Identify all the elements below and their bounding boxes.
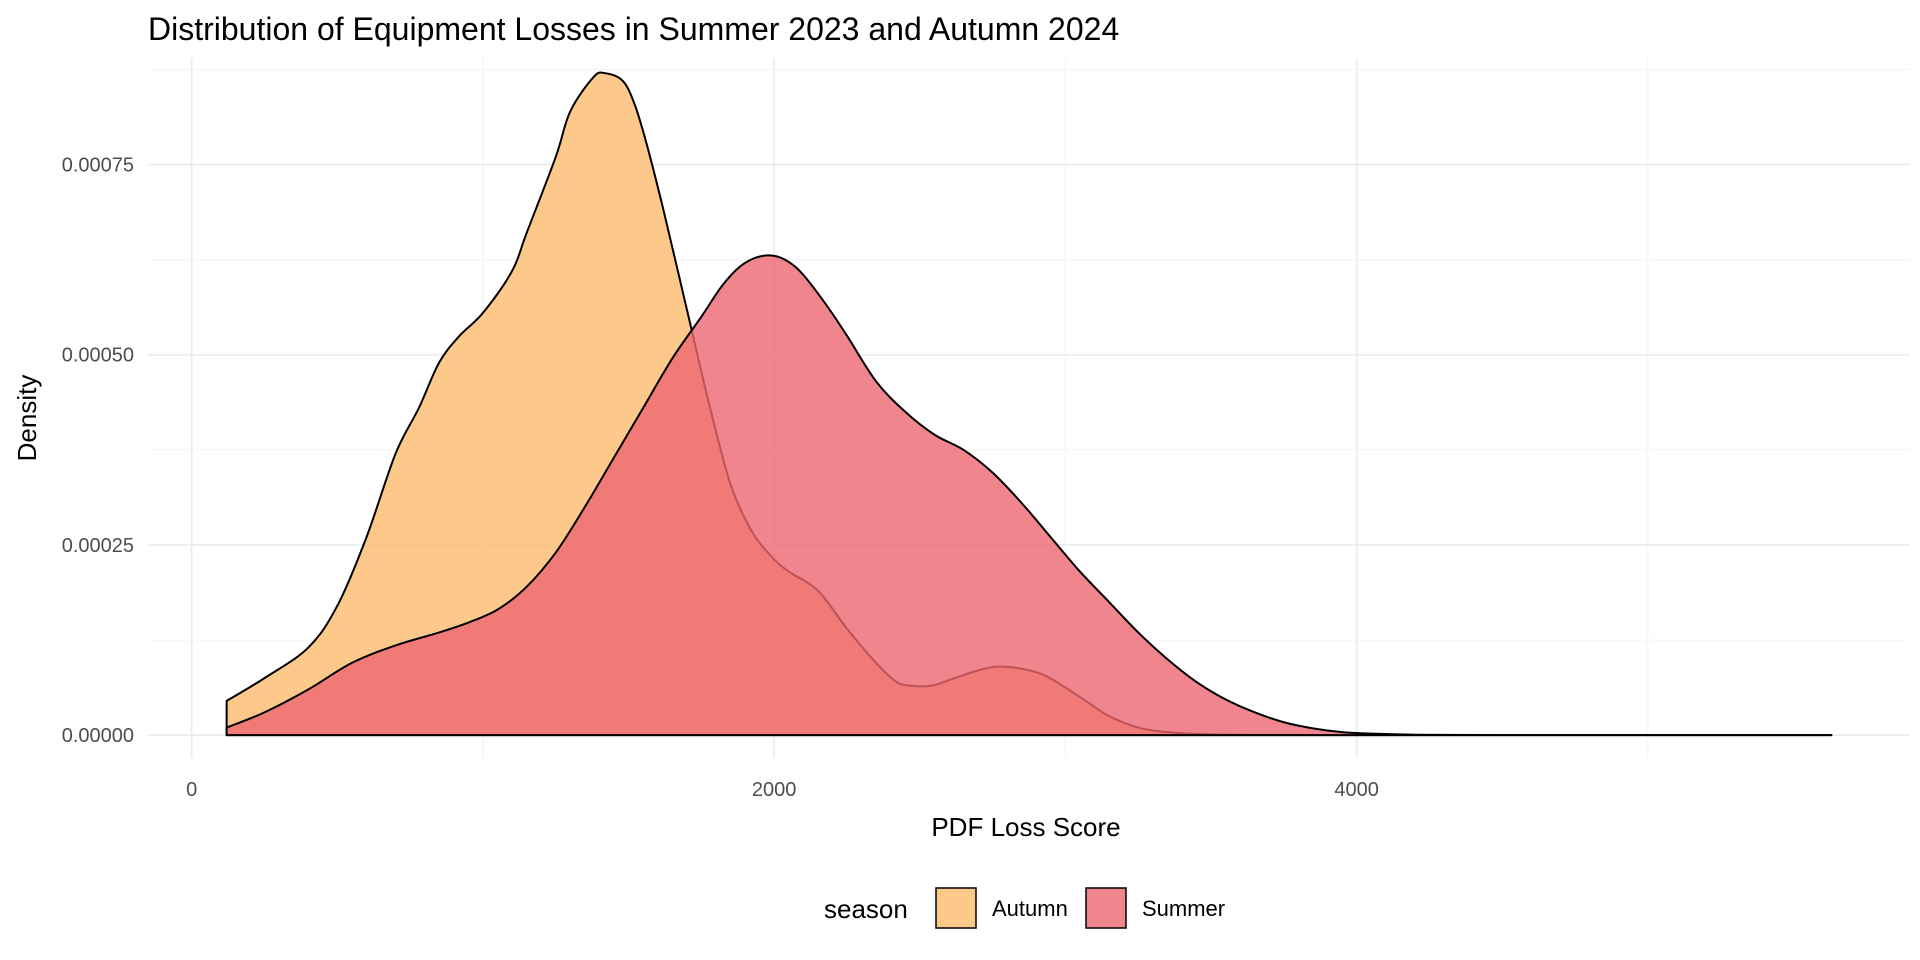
x-tick-label: 2000 bbox=[752, 779, 797, 801]
legend-label-summer: Summer bbox=[1142, 896, 1225, 921]
y-tick-label: 0.00075 bbox=[62, 155, 134, 177]
y-tick-label: 0.00050 bbox=[62, 345, 134, 367]
y-tick-label: 0.00000 bbox=[62, 725, 134, 747]
x-tick-label: 0 bbox=[186, 779, 197, 801]
x-axis-title: PDF Loss Score bbox=[931, 812, 1120, 842]
axis-ticks: 0 2000 4000 0.00000 0.00025 0.00050 0.00075 bbox=[62, 155, 1379, 801]
y-tick-label: 0.00025 bbox=[62, 535, 134, 557]
density-areas bbox=[225, 71, 1833, 737]
legend-title: season bbox=[824, 894, 908, 924]
legend-label-autumn: Autumn bbox=[992, 896, 1068, 921]
density-area-summer bbox=[225, 254, 1833, 737]
y-axis-title: Density bbox=[12, 375, 42, 462]
chart-title: Distribution of Equipment Losses in Summ… bbox=[148, 11, 1119, 47]
legend-key-summer bbox=[1085, 887, 1127, 929]
legend: season Autumn Summer bbox=[824, 887, 1225, 929]
legend-key-autumn bbox=[935, 887, 977, 929]
x-tick-label: 4000 bbox=[1334, 779, 1379, 801]
